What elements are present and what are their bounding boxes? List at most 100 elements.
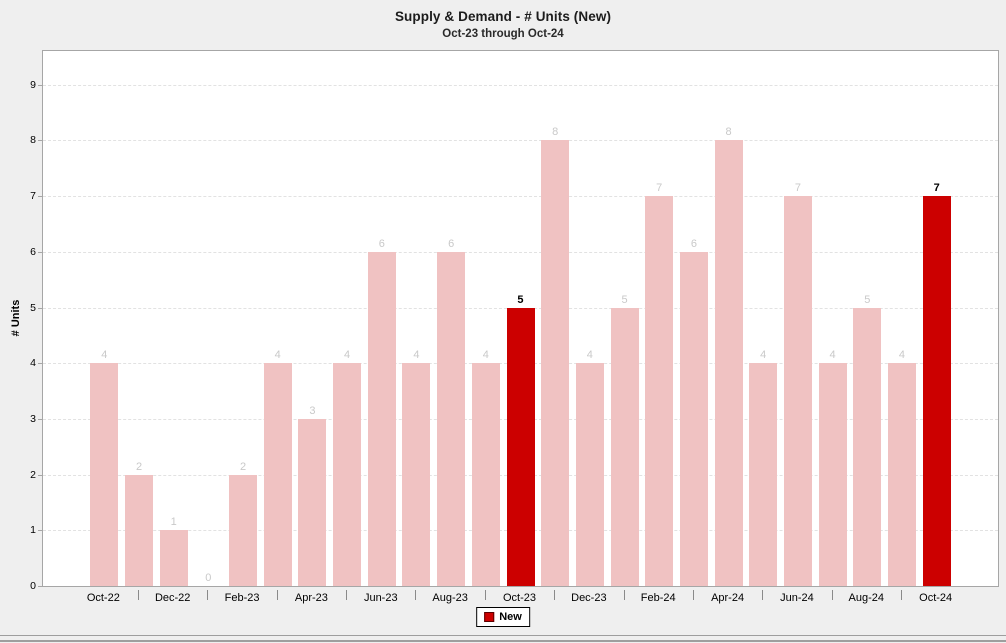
y-tick-label-6: 6 xyxy=(30,245,36,258)
bar-Jul-24 xyxy=(818,363,847,586)
bar-value-Aug-23: 6 xyxy=(448,237,455,250)
x-tick-label-Apr-23: Apr-23 xyxy=(294,592,328,604)
legend-swatch-icon xyxy=(484,612,495,622)
y-tick-mark-0 xyxy=(38,586,42,587)
bar-Apr-23 xyxy=(298,418,327,586)
bar-value-Mar-23: 4 xyxy=(274,349,281,362)
bar-May-23 xyxy=(333,363,362,586)
bar-value-Nov-23: 8 xyxy=(552,126,559,139)
y-tick-label-3: 3 xyxy=(30,412,36,425)
x-tick-label-Oct-24: Oct-24 xyxy=(919,592,953,604)
bar-value-Sep-24: 4 xyxy=(898,349,906,362)
x-tick-mark-Nov-23 xyxy=(554,590,556,600)
y-tick-mark-4 xyxy=(38,363,42,365)
y-tick-mark-7 xyxy=(38,196,42,198)
x-tick-label-Feb-23: Feb-23 xyxy=(224,592,260,604)
bar-value-Sep-23: 4 xyxy=(482,349,489,362)
bar-Mar-23 xyxy=(263,363,292,586)
bar-value-Feb-24: 7 xyxy=(656,182,663,195)
bar-value-May-23: 4 xyxy=(344,349,351,362)
gridline-8 xyxy=(43,140,998,142)
y-tick-label-4: 4 xyxy=(30,357,36,370)
bar-value-Jun-24: 7 xyxy=(794,182,801,195)
bar-value-Jul-23: 4 xyxy=(413,349,420,362)
x-tick-label-Aug-24: Aug-24 xyxy=(848,592,885,604)
x-tick-mark-Mar-24 xyxy=(692,590,694,600)
x-tick-mark-Sep-23 xyxy=(484,590,486,600)
bar-Apr-24 xyxy=(714,140,743,586)
bar-Jan-24 xyxy=(610,307,639,586)
x-tick-mark-Nov-22 xyxy=(138,590,140,600)
x-tick-label-Oct-23: Oct-23 xyxy=(502,592,537,604)
bar-value-Mar-24: 6 xyxy=(690,237,697,250)
legend: New xyxy=(476,607,530,627)
bar-value-Nov-22: 2 xyxy=(135,460,143,473)
chart-subtitle: Oct-23 through Oct-24 xyxy=(442,28,564,40)
x-tick-mark-Jul-23 xyxy=(415,590,417,600)
legend-label: New xyxy=(499,611,522,623)
bar-value-Apr-24: 8 xyxy=(725,126,732,139)
bar-Feb-24 xyxy=(645,196,674,586)
bar-value-Jun-23: 6 xyxy=(378,237,385,250)
x-tick-label-Dec-23: Dec-23 xyxy=(571,592,607,604)
bar-Oct-24 xyxy=(922,196,951,586)
bar-value-Apr-23: 3 xyxy=(309,404,316,417)
y-tick-label-8: 8 xyxy=(30,134,36,147)
bar-value-Aug-24: 5 xyxy=(864,293,871,306)
x-tick-label-Feb-24: Feb-24 xyxy=(640,592,676,604)
plot-area: 4 2 1 0 2 4 3 4 6 4 6 4 5 8 4 5 7 6 8 4 7 4 5 4 7 xyxy=(42,50,999,587)
bar-Sep-24 xyxy=(887,363,916,586)
bar-Aug-24 xyxy=(853,307,882,586)
y-tick-mark-3 xyxy=(38,418,42,420)
bar-Mar-24 xyxy=(679,251,708,586)
y-tick-mark-2 xyxy=(38,474,42,476)
y-tick-mark-9 xyxy=(38,84,42,86)
bar-Jun-24 xyxy=(783,196,812,586)
x-tick-label-Oct-22: Oct-22 xyxy=(86,592,120,604)
x-tick-label-Aug-23: Aug-23 xyxy=(432,592,468,604)
x-tick-mark-May-23 xyxy=(346,590,348,600)
bottom-divider xyxy=(0,635,1006,642)
bar-Feb-23 xyxy=(229,474,258,586)
y-tick-mark-8 xyxy=(38,140,42,142)
x-tick-mark-Sep-24 xyxy=(900,590,902,600)
y-tick-label-9: 9 xyxy=(30,78,36,91)
bar-value-Feb-23: 2 xyxy=(239,460,247,473)
bar-Nov-23 xyxy=(541,140,570,586)
bar-value-Dec-23: 4 xyxy=(586,349,593,362)
bar-value-Oct-22: 4 xyxy=(101,349,108,362)
y-tick-label-2: 2 xyxy=(30,468,36,481)
y-tick-mark-6 xyxy=(38,251,42,253)
y-tick-mark-1 xyxy=(38,530,42,532)
gridline-9 xyxy=(43,84,998,86)
x-tick-mark-Jan-23 xyxy=(207,590,209,600)
bar-value-Jan-23: 0 xyxy=(205,572,212,584)
x-tick-mark-Mar-23 xyxy=(276,590,278,600)
bar-value-Oct-23: 5 xyxy=(517,293,524,306)
gridline-6 xyxy=(43,251,998,253)
gridline-7 xyxy=(43,196,998,198)
bar-Jul-23 xyxy=(402,363,431,586)
y-tick-label-7: 7 xyxy=(30,190,36,203)
bar-May-24 xyxy=(749,363,778,586)
bar-Jun-23 xyxy=(367,251,396,586)
x-tick-mark-May-24 xyxy=(762,590,764,600)
bar-Nov-22 xyxy=(125,474,154,586)
x-tick-mark-Jul-24 xyxy=(831,590,833,600)
bar-value-Jul-24: 4 xyxy=(829,349,836,362)
chart-title: Supply & Demand - # Units (New) xyxy=(394,9,612,24)
bar-Oct-23 xyxy=(506,307,535,586)
y-tick-mark-5 xyxy=(38,307,42,309)
bar-value-Oct-24: 7 xyxy=(933,182,940,195)
y-tick-label-0: 0 xyxy=(30,580,36,592)
x-tick-label-Jun-23: Jun-23 xyxy=(363,592,398,604)
y-tick-label-5: 5 xyxy=(30,301,36,314)
bar-Dec-22 xyxy=(159,530,188,586)
y-tick-label-1: 1 xyxy=(30,524,36,537)
bar-value-Jan-24: 5 xyxy=(621,293,628,306)
bar-Aug-23 xyxy=(437,251,466,586)
bar-Dec-23 xyxy=(575,363,604,586)
x-tick-label-Jun-24: Jun-24 xyxy=(780,592,814,604)
x-tick-label-Apr-24: Apr-24 xyxy=(711,592,745,604)
bar-value-May-24: 4 xyxy=(760,349,767,362)
